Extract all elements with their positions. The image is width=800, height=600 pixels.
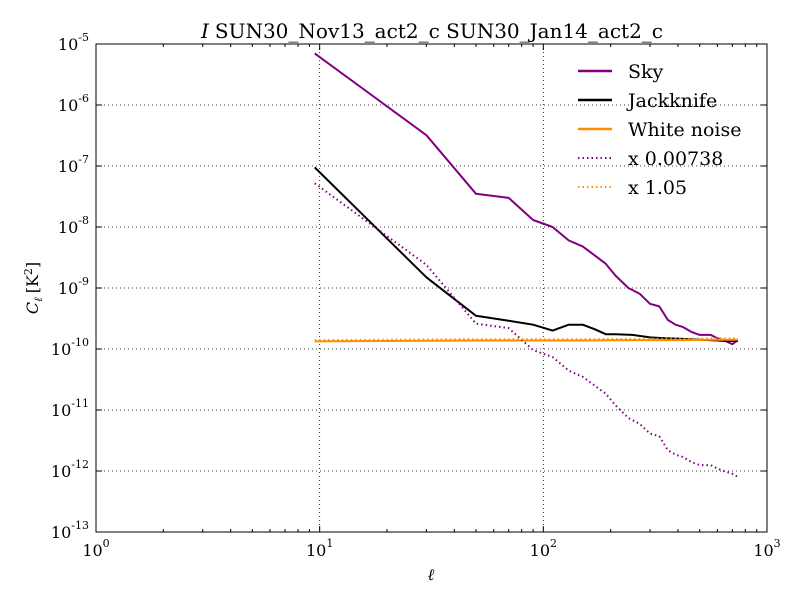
y-tick-label-base: 10 [58,218,78,237]
y-tick-label-base: 10 [58,279,78,298]
y-tick-label-exponent: -5 [78,31,89,44]
y-tick-label-exponent: -13 [71,519,89,532]
legend-label: x 1.05 [628,177,687,199]
y-tick-label: 10-11 [51,397,89,420]
x-tick-labels: 100 101 102 103 [82,537,780,560]
chart-title: I SUN30_Nov13_act2_c SUN30_Jan14_act2_c [200,19,663,43]
y-axis-label-symbol: C [23,302,42,314]
y-axis-label-unit-exponent: 2 [22,268,35,275]
y-tick-label: 10-13 [51,519,89,542]
legend-label: x 0.00738 [628,148,723,170]
y-tick-label-base: 10 [58,96,78,115]
y-axis-label-unit-close: ] [23,262,42,268]
legend-label: White noise [628,119,742,141]
x-tick-label: 101 [306,537,333,560]
y-tick-label-base: 10 [58,157,78,176]
legend-label: Sky [628,61,664,83]
y-tick-label-exponent: -10 [71,336,89,349]
x-tick-label-base: 10 [753,541,773,560]
x-tick-label-exponent: 0 [103,537,110,550]
y-tick-label-exponent: -11 [71,397,89,410]
y-tick-label-exponent: -7 [78,153,89,166]
x-tick-label: 100 [82,537,109,560]
chart-title-text: SUN30_Nov13_act2_c SUN30_Jan14_act2_c [215,19,663,43]
y-tick-label-exponent: -6 [78,92,89,105]
y-axis-label-subscript: ℓ [32,297,45,302]
y-tick-label-exponent: -9 [78,275,89,288]
legend: Sky Jackknife White noise x 0.00738 x 1.05 [578,61,742,199]
y-axis-label: Cℓ [K2] [22,262,45,314]
y-tick-label: 10-8 [58,214,89,237]
chart-title-variable: I [200,19,210,43]
series-group [313,52,739,478]
series-line [314,337,738,342]
x-tick-label-exponent: 3 [774,537,781,550]
x-tick-label-base: 10 [530,541,550,560]
y-tick-label: 10-10 [51,336,89,359]
y-tick-label-base: 10 [51,340,71,359]
x-tick-label-exponent: 2 [550,537,557,550]
x-tick-label-exponent: 1 [326,537,333,550]
y-tick-label: 10-7 [58,153,89,176]
legend-label: Jackknife [626,90,717,112]
y-tick-label-base: 10 [58,35,78,54]
x-tick-label: 102 [530,537,557,560]
y-tick-label-base: 10 [51,401,71,420]
y-tick-label-base: 10 [51,462,71,481]
x-tick-label-base: 10 [82,541,102,560]
y-tick-label-base: 10 [51,523,71,542]
y-tick-label-exponent: -12 [71,458,89,471]
y-tick-label: 10-5 [58,31,89,54]
y-tick-label: 10-9 [58,275,89,298]
x-tick-label: 103 [753,537,780,560]
axis-ticks [95,43,768,533]
series-line [314,182,739,478]
series-line [314,52,739,346]
x-axis-label: ℓ [428,565,435,584]
y-tick-label: 10-12 [51,458,89,481]
x-tick-label-base: 10 [306,541,326,560]
y-tick-label-exponent: -8 [78,214,89,227]
y-axis-label-unit: [K [23,274,42,293]
y-tick-label: 10-6 [58,92,89,115]
series-line [314,338,738,343]
grid [96,44,767,532]
